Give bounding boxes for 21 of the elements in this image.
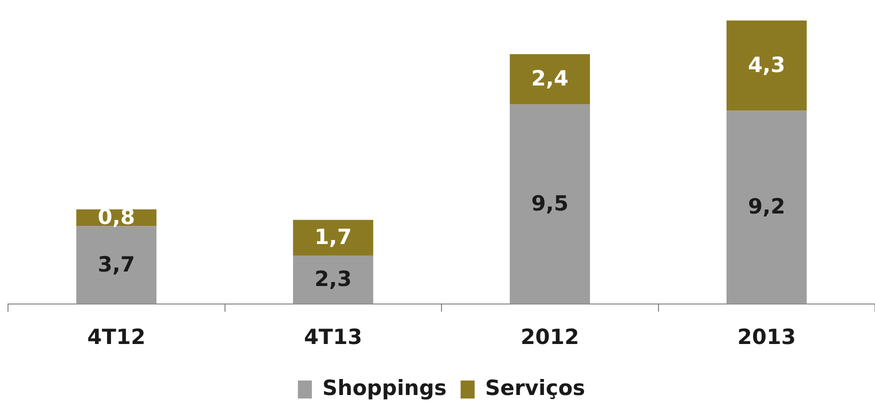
bar [293,256,374,304]
data-label: 2,4 [531,66,568,91]
bar [293,220,374,256]
legend-label: Serviços [485,376,586,400]
x-tick-label: 4T12 [87,324,146,349]
legend-label: Shoppings [322,376,447,400]
data-label: 4,3 [748,53,786,78]
bar [510,54,590,104]
data-label: 1,7 [314,225,352,250]
data-label: 9,2 [748,194,786,219]
bar [726,110,807,304]
data-label: 3,7 [98,252,135,276]
bar [76,226,156,304]
x-tick-label: 2012 [520,324,580,349]
bar [726,20,807,111]
data-label: 0,8 [98,205,135,230]
data-label: 2,3 [314,267,352,292]
bar [510,104,590,304]
x-tick-label: 4T13 [304,324,362,349]
data-label: 9,5 [531,192,568,216]
x-tick-label: 2013 [737,324,796,349]
